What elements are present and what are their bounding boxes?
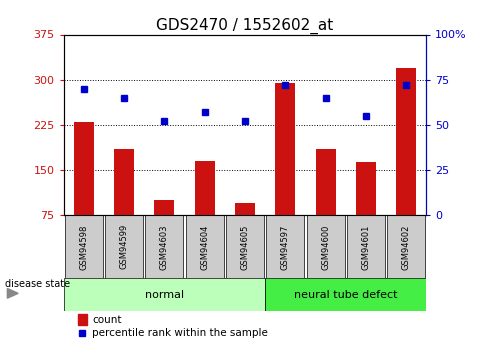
Bar — [265, 278, 426, 311]
Bar — [105, 215, 143, 278]
Bar — [307, 215, 344, 278]
Text: GSM94604: GSM94604 — [200, 224, 209, 269]
Text: disease state: disease state — [5, 279, 70, 289]
Bar — [226, 215, 264, 278]
Text: GSM94602: GSM94602 — [402, 224, 411, 269]
Text: count: count — [92, 315, 122, 325]
Text: GSM94603: GSM94603 — [160, 224, 169, 269]
Bar — [195, 161, 215, 260]
Text: GSM94598: GSM94598 — [79, 224, 88, 269]
Text: GSM94601: GSM94601 — [361, 224, 370, 269]
Bar — [267, 215, 304, 278]
Bar — [114, 149, 134, 260]
Bar — [316, 149, 336, 260]
Text: GSM94605: GSM94605 — [241, 224, 249, 269]
Bar — [74, 122, 94, 260]
Bar — [186, 215, 223, 278]
Title: GDS2470 / 1552602_at: GDS2470 / 1552602_at — [156, 18, 334, 34]
Bar — [356, 162, 376, 260]
Bar — [235, 203, 255, 260]
Text: GSM94599: GSM94599 — [120, 224, 129, 269]
Bar — [154, 200, 174, 260]
Text: percentile rank within the sample: percentile rank within the sample — [92, 328, 268, 338]
Text: GSM94600: GSM94600 — [321, 224, 330, 269]
Text: GSM94597: GSM94597 — [281, 224, 290, 269]
Bar — [146, 215, 183, 278]
Bar — [275, 83, 295, 260]
Bar — [347, 215, 385, 278]
Text: neural tube defect: neural tube defect — [294, 290, 397, 300]
Bar — [78, 314, 87, 325]
Bar — [387, 215, 425, 278]
Bar — [64, 278, 265, 311]
Text: normal: normal — [145, 290, 184, 300]
Polygon shape — [7, 288, 18, 298]
Bar — [396, 68, 416, 260]
Bar — [65, 215, 103, 278]
